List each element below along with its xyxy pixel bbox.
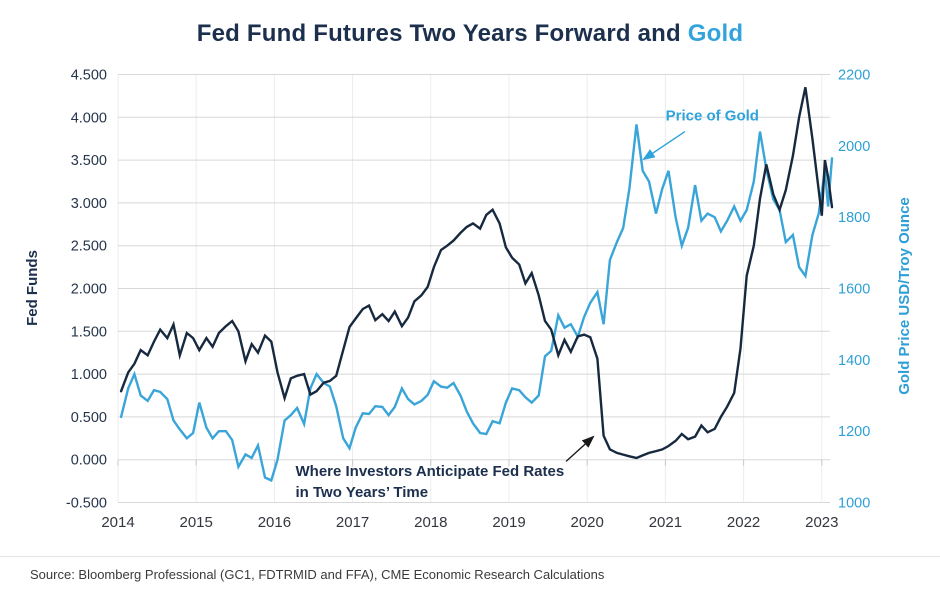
left-axis-tick-label: 1.000 — [71, 367, 107, 383]
annotation-line: Where Investors Anticipate Fed Rates — [296, 463, 565, 480]
plot-area: 4.500 4.000 3.500 3.000 2.500 2.000 1.500 1.000… — [24, 68, 913, 532]
x-axis-year-label: 2016 — [258, 514, 291, 531]
left-axis-title: Fed Funds — [24, 250, 41, 326]
annotation-line: in Two Years’ Time — [296, 484, 429, 501]
left-axis-tick-label: 3.500 — [71, 153, 107, 169]
annotation-label-price-of-gold: Price of Gold — [666, 107, 759, 124]
x-axis-year-label: 2023 — [805, 514, 838, 531]
left-axis-tick-label: -0.500 — [66, 496, 107, 512]
right-axis-tick-label: 2000 — [838, 139, 870, 155]
x-axis-year-label: 2019 — [492, 514, 525, 531]
left-axis-tick-label: 2.000 — [71, 282, 107, 298]
footer-divider — [0, 556, 940, 557]
left-axis-tick-label: 2.500 — [71, 239, 107, 255]
x-axis-year-label: 2014 — [101, 514, 134, 531]
gold-price-line — [119, 124, 834, 483]
right-axis-tick-label: 1800 — [838, 210, 870, 226]
source-note: Source: Bloomberg Professional (GC1, FDT… — [30, 567, 605, 582]
x-axis-year-label: 2015 — [180, 514, 213, 531]
left-axis-tick-label: 4.500 — [71, 68, 107, 84]
left-axis-tick-label: 0.000 — [71, 453, 107, 469]
annotation-label-fed-anticipation: Where Investors Anticipate Fed Rates in T… — [296, 463, 565, 501]
chart-title-main: Fed Fund Futures Two Years Forward and — [196, 20, 688, 47]
x-axis-year-label: 2018 — [414, 514, 447, 531]
right-axis-title: Gold Price USD/Troy Ounce — [896, 197, 913, 395]
chart-title: Fed Fund Futures Two Years Forward and G… — [0, 20, 940, 48]
right-axis-tick-label: 1400 — [838, 353, 870, 369]
left-axis-tick-label: 4.000 — [71, 110, 107, 126]
left-axis-tick-label: 0.500 — [71, 410, 107, 426]
fed-funds-line — [119, 87, 834, 460]
annotation-arrow-fed-anticipation — [565, 435, 595, 462]
annotation-line: Price of Gold — [666, 107, 759, 124]
annotation-arrow-price-of-gold — [642, 130, 686, 161]
line-chart: 4.500 4.000 3.500 3.000 2.500 2.000 1.500 1.000… — [24, 68, 913, 532]
right-axis-tick-label: 1000 — [838, 496, 870, 512]
right-axis-tick-label: 2200 — [838, 68, 870, 84]
right-axis-tick-label: 1600 — [838, 282, 870, 298]
x-axis-year-label: 2021 — [649, 514, 682, 531]
x-axis-year-label: 2017 — [336, 514, 369, 531]
x-axis-year-label: 2020 — [571, 514, 604, 531]
left-axis-tick-label: 3.000 — [71, 196, 107, 212]
chart-title-gold: Gold — [687, 20, 744, 47]
x-axis-year-label: 2022 — [727, 514, 760, 531]
right-axis-tick-label: 1200 — [838, 424, 870, 440]
left-axis-tick-label: 1.500 — [71, 324, 107, 340]
